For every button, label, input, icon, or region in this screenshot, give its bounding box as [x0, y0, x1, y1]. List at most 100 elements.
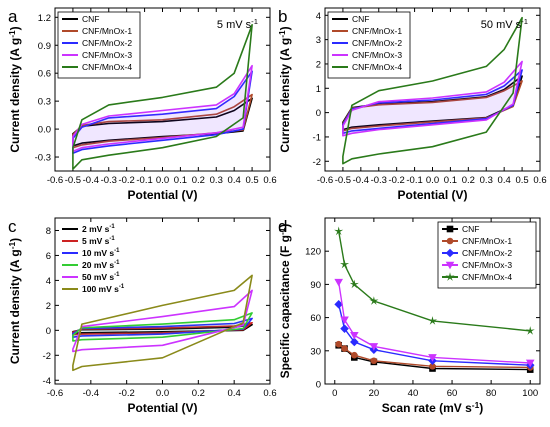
x-tick-label: 0.4 — [498, 175, 511, 186]
plot-area — [72, 24, 253, 170]
legend-label: CNF/MnOx-2 — [462, 248, 512, 258]
y-tick-label: 2 — [316, 59, 321, 70]
x-tick-label: 0.2 — [192, 388, 205, 399]
panel-d: d 0 20 40 60 80 100 0 30 60 90 120 Scan rate (mV s-1… — [277, 217, 541, 415]
x-tick-label: 100 — [522, 388, 538, 399]
legend-label: CNF/MnOx-1 — [82, 26, 132, 36]
legend: 2 mV s-1 5 mV s-1 10 mV s-1 20 mV s-1 50 mV … — [62, 224, 125, 294]
x-tick-label: -0.3 — [371, 175, 387, 186]
scan-rate-annotation: 5 mV s-1 — [217, 17, 258, 31]
cv-curve-cnf-mnox-4 — [72, 24, 253, 170]
data-point-cnf-mnox-1 — [341, 345, 348, 352]
legend-marker — [445, 272, 455, 281]
x-tick-label: 60 — [447, 388, 458, 399]
legend-marker — [446, 225, 454, 233]
plot-area — [72, 274, 253, 372]
x-tick-label: 0.5 — [515, 175, 528, 186]
x-tick-label: 0.5 — [245, 175, 258, 186]
data-point-cnf-mnox-1 — [370, 357, 378, 365]
x-tick-label: -0.3 — [101, 175, 117, 186]
legend-label: CNF/MnOx-3 — [352, 50, 402, 60]
y-tick-label: 4 — [316, 11, 321, 22]
legend-label: CNF/MnOx-2 — [352, 38, 402, 48]
y-tick-label: 4 — [46, 276, 51, 287]
x-tick-label: 0.0 — [156, 388, 169, 399]
legend-label: 10 mV s-1 — [82, 248, 120, 258]
x-tick-label: -0.1 — [136, 175, 152, 186]
cv-curve-cnf-mnox-4 — [342, 16, 523, 165]
y-tick-label: 0 — [316, 108, 321, 119]
y-tick-label: 0.9 — [38, 41, 51, 52]
legend-label: CNF/MnOx-1 — [462, 236, 512, 246]
y-tick-label: 1.2 — [38, 13, 51, 24]
scan-rate-annotation: 50 mV s-1 — [481, 17, 528, 31]
y-axis-title: Current density (A g-1) — [7, 238, 22, 364]
legend-label: 100 mV s-1 — [82, 284, 125, 294]
x-tick-label: -0.5 — [65, 175, 81, 186]
cv-curve-50-mv-s-1 — [72, 289, 253, 353]
x-tick-label: 0.1 — [174, 175, 187, 186]
y-tick-label: 8 — [46, 226, 51, 237]
x-tick-label: 0.6 — [263, 175, 276, 186]
panel-letter: b — [278, 7, 287, 26]
legend-marker — [445, 261, 455, 270]
x-tick-label: 0.6 — [263, 388, 276, 399]
x-tick-label: -0.5 — [335, 175, 351, 186]
x-tick-label: 0.2 — [462, 175, 475, 186]
legend-label: CNF/MnOx-3 — [82, 50, 132, 60]
legend-label: CNF/MnOx-2 — [82, 38, 132, 48]
series-line-cnf-mnox-4 — [338, 231, 531, 332]
cv-curve-20-mv-s-1 — [72, 312, 253, 342]
y-tick-label: -2 — [313, 157, 321, 168]
x-tick-label: 0.0 — [156, 175, 169, 186]
legend-label: CNF/MnOx-4 — [462, 272, 512, 282]
data-point-cnf-mnox-1 — [429, 362, 436, 370]
y-tick-label: -2 — [43, 351, 51, 362]
legend-marker — [445, 248, 455, 258]
y-tick-label: 0 — [316, 380, 321, 391]
cv-curve-5-mv-s-1 — [72, 322, 253, 336]
legend-label: CNF — [82, 14, 99, 24]
data-point-cnf-mnox-3 — [340, 316, 349, 325]
legend-label: CNF/MnOx-4 — [352, 62, 402, 72]
data-point-cnf-mnox-4 — [525, 326, 535, 335]
legend-label: CNF — [352, 14, 369, 24]
panel-letter: d — [278, 217, 287, 236]
legend-label: 5 mV s-1 — [82, 236, 115, 246]
y-tick-label: -1 — [313, 132, 321, 143]
x-tick-label: 0.2 — [192, 175, 205, 186]
legend: CNF CNF/MnOx-1 CNF/MnOx-2 CNF/MnOx-3 CNF/MnO… — [327, 11, 411, 79]
x-axis-title: Potential (V) — [127, 188, 197, 202]
cv-curve-cnf-mnox-1 — [72, 93, 253, 149]
x-tick-label: -0.4 — [83, 388, 99, 399]
panel-b: b -0.6 -0.5 -0.4 -0.3 -0.2 -0.1 0.0 0.1 0.2 0.3 0.4… — [277, 7, 547, 202]
cv-curve-cnf-mnox-3 — [72, 64, 253, 153]
legend: CNF CNF/MnOx-1 CNF/MnOx-2 CNF/MnOx-3 CNF/MnO… — [57, 11, 141, 79]
y-tick-label: 0 — [46, 326, 51, 337]
x-tick-label: -0.2 — [118, 175, 134, 186]
x-tick-label: -0.6 — [317, 175, 333, 186]
y-tick-label: 0.6 — [38, 69, 51, 80]
legend: CNF CNF/MnOx-1 CNF/MnOx-2 CNF/MnOx-3 CNF/MnO… — [437, 221, 537, 289]
y-tick-label: 90 — [310, 280, 321, 291]
x-tick-label: 80 — [486, 388, 497, 399]
x-tick-label: 0.1 — [444, 175, 457, 186]
x-tick-label: 0.6 — [533, 175, 546, 186]
data-point-cnf-mnox-3 — [369, 343, 379, 351]
x-tick-label: 0.4 — [228, 175, 241, 186]
cv-curve-cnf-mnox-3 — [342, 60, 523, 137]
data-point-cnf-mnox-3 — [334, 278, 343, 287]
x-tick-label: -0.6 — [47, 175, 63, 186]
panel-c: c -0.6 -0.4 -0.2 0.0 0.2 0.4 0.6 -4 -2 0 2 4 6 8 Potent… — [7, 217, 277, 415]
y-tick-label: 0.0 — [38, 125, 51, 136]
panel-a: a-0.6 -0.5 -0.4 -0.3 -0.2 -0.1 0.0 0.1 0.2 0.3 0.4… — [7, 7, 277, 202]
panel-letter: c — [8, 217, 17, 236]
y-tick-label: -0.3 — [35, 153, 51, 164]
legend-label: CNF/MnOx-1 — [352, 26, 402, 36]
y-tick-label: 60 — [310, 313, 321, 324]
x-tick-label: 20 — [369, 388, 380, 399]
data-point-cnf-mnox-2 — [334, 300, 343, 309]
data-point-cnf-mnox-1 — [335, 340, 342, 348]
data-point-cnf-mnox-4 — [369, 296, 379, 305]
